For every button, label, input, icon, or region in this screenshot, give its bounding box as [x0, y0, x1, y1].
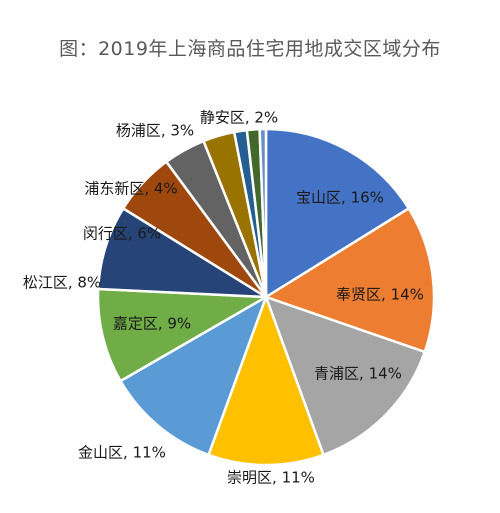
pie-slice-5	[96, 287, 268, 383]
slice-label-3: 崇明区, 11%	[227, 469, 315, 487]
slice-label-0: 宝山区, 16%	[296, 189, 384, 207]
slice-label-7: 闵行区, 6%	[83, 225, 161, 243]
pie-slice-3	[207, 295, 325, 467]
pie-slice-4	[119, 295, 268, 457]
pie-slice-1	[264, 207, 436, 354]
slice-label-9: 杨浦区, 3%	[116, 122, 194, 140]
slice-label-1: 奉贤区, 14%	[336, 286, 424, 304]
chart-title: 图：2019年上海商品住宅用地成交区域分布	[59, 38, 441, 60]
slice-label-2: 青浦区, 14%	[314, 365, 402, 383]
pie-slice-0	[264, 127, 411, 299]
pie-slice-12	[258, 127, 268, 299]
pie-slice-2	[264, 295, 427, 457]
slice-label-5: 嘉定区, 9%	[113, 315, 191, 333]
slice-label-12: 静安区, 2%	[200, 109, 278, 127]
slice-label-8: 浦东新区, 4%	[84, 180, 177, 198]
slice-label-6: 松江区, 8%	[23, 274, 101, 292]
slice-label-4: 金山区, 11%	[78, 444, 166, 462]
